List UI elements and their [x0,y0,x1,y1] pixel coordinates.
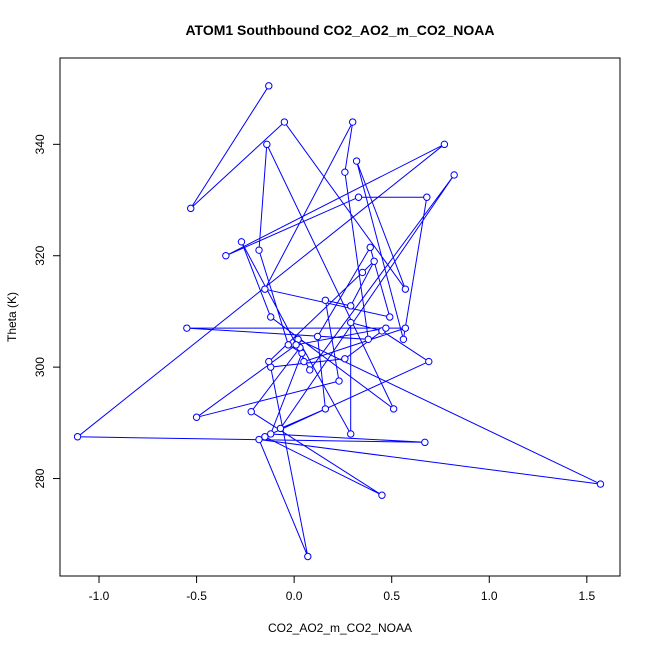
data-point [183,324,191,332]
data-point [440,140,449,149]
data-point [399,335,408,343]
data-point [401,285,410,293]
y-axis-label: Theta (K) [5,292,19,342]
data-point [255,435,263,444]
data-point [247,407,255,416]
data-point [347,318,355,327]
data-point [366,243,374,252]
data-point [280,118,289,126]
chart-title: ATOM1 Southbound CO2_AO2_m_CO2_NOAA [185,22,494,38]
data-point [237,238,246,246]
data-point [348,118,357,126]
data-point [73,433,82,441]
data-point [304,552,312,561]
x-axis-label: CO2_AO2_m_CO2_NOAA [268,621,412,635]
data-point [267,313,275,321]
data-point [378,491,386,499]
x-tick-label: -0.5 [186,589,207,603]
data-point [347,430,355,438]
data-point [596,480,605,488]
data-point [321,296,330,304]
data-point [364,335,372,343]
data-point [347,302,355,310]
data-point [292,341,300,349]
data-point [255,246,263,254]
y-tick-label: 320 [33,245,47,265]
data-point [423,193,431,201]
y-tick-label: 340 [33,134,47,154]
data-point [425,357,433,366]
data-point [187,204,195,213]
data-point [284,341,292,349]
data-point [421,438,429,447]
x-tick-label: 1.5 [578,589,595,603]
data-point [267,430,275,438]
x-tick-label: 0.0 [286,589,303,603]
x-tick-label: 1.0 [481,589,498,603]
data-point [276,424,285,433]
y-tick-label: 280 [33,468,47,488]
plot-area [73,82,605,561]
data-point [389,405,398,413]
data-point [335,377,343,385]
data-point [382,324,390,332]
data-point [321,405,330,413]
data-point [265,82,273,90]
data-point [261,433,269,441]
data-point [401,324,410,332]
data-point [450,171,458,179]
x-axis: -1.0 -0.5 0.0 0.5 1.0 1.5 [89,575,595,603]
data-point [300,357,308,366]
data-point [261,285,269,293]
data-point [306,366,314,374]
data-point [352,157,361,165]
data-point [222,252,230,260]
y-tick-label: 300 [33,357,47,377]
data-point [265,357,273,366]
x-tick-label: 0.5 [383,589,400,603]
x-tick-label: -1.0 [89,589,110,603]
y-axis: 280 300 320 340 [33,134,61,489]
data-point [192,413,201,421]
data-point [341,168,349,176]
data-point [341,355,349,363]
data-point [313,332,322,341]
data-point [370,257,378,266]
data-point [358,268,367,277]
data-point [354,193,363,201]
data-point [263,140,271,149]
data-point [386,313,394,321]
